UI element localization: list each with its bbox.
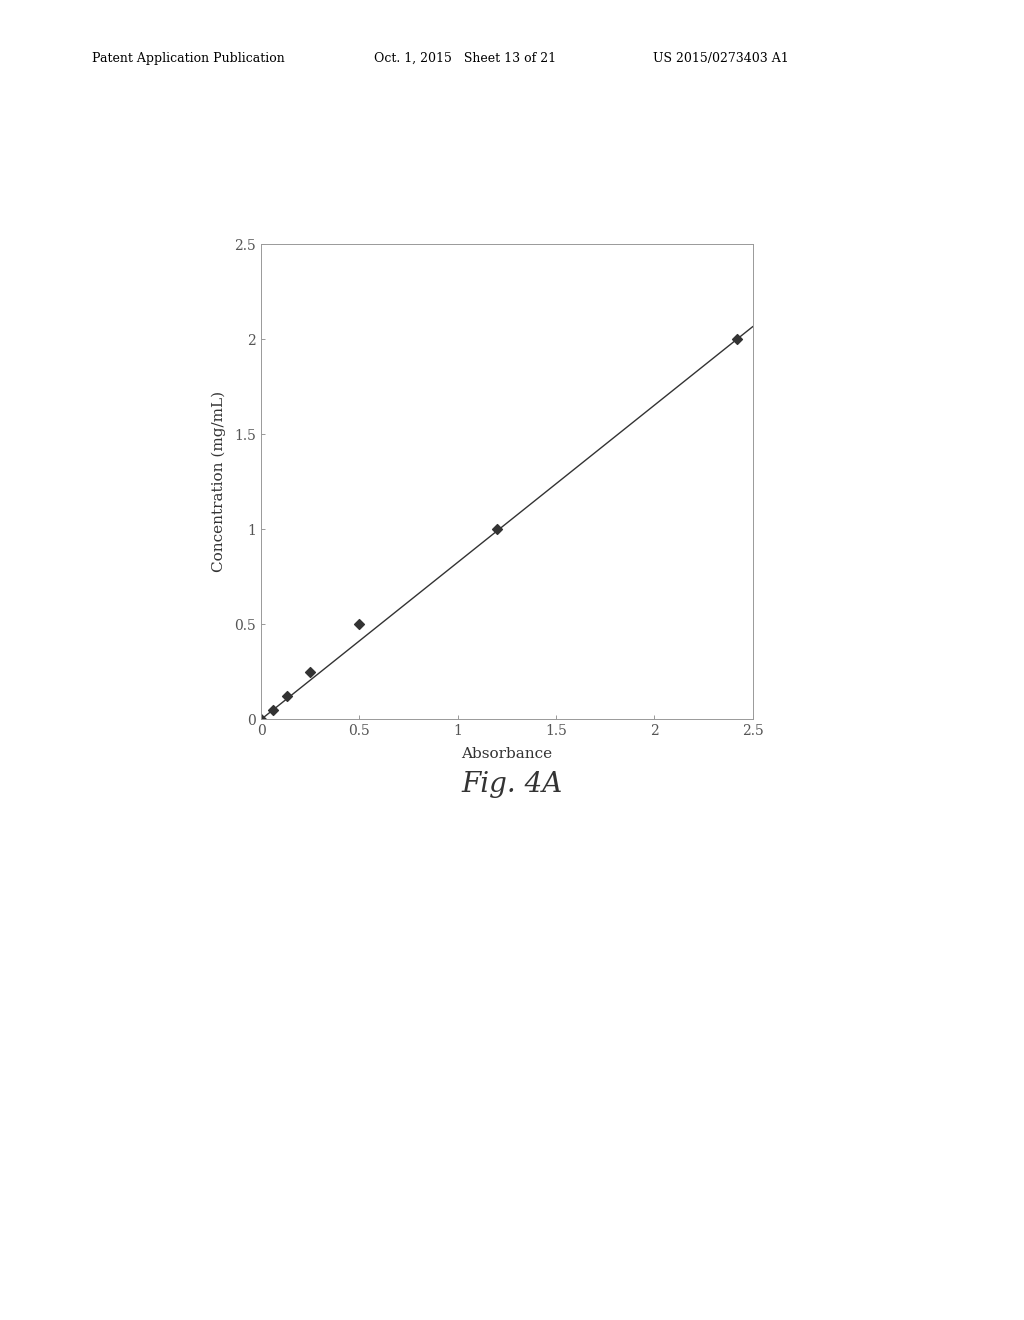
- Point: [279, 685, 295, 706]
- Y-axis label: Concentration (mg/mL): Concentration (mg/mL): [212, 391, 226, 573]
- Text: Oct. 1, 2015   Sheet 13 of 21: Oct. 1, 2015 Sheet 13 of 21: [374, 51, 556, 65]
- Point: [302, 661, 318, 682]
- Point: [351, 614, 368, 635]
- Point: [488, 519, 505, 540]
- Point: [253, 709, 269, 730]
- Text: Patent Application Publication: Patent Application Publication: [92, 51, 285, 65]
- Text: US 2015/0273403 A1: US 2015/0273403 A1: [653, 51, 790, 65]
- X-axis label: Absorbance: Absorbance: [462, 747, 552, 760]
- Text: Fig. 4A: Fig. 4A: [462, 771, 562, 799]
- Point: [265, 700, 282, 721]
- Point: [729, 329, 745, 350]
